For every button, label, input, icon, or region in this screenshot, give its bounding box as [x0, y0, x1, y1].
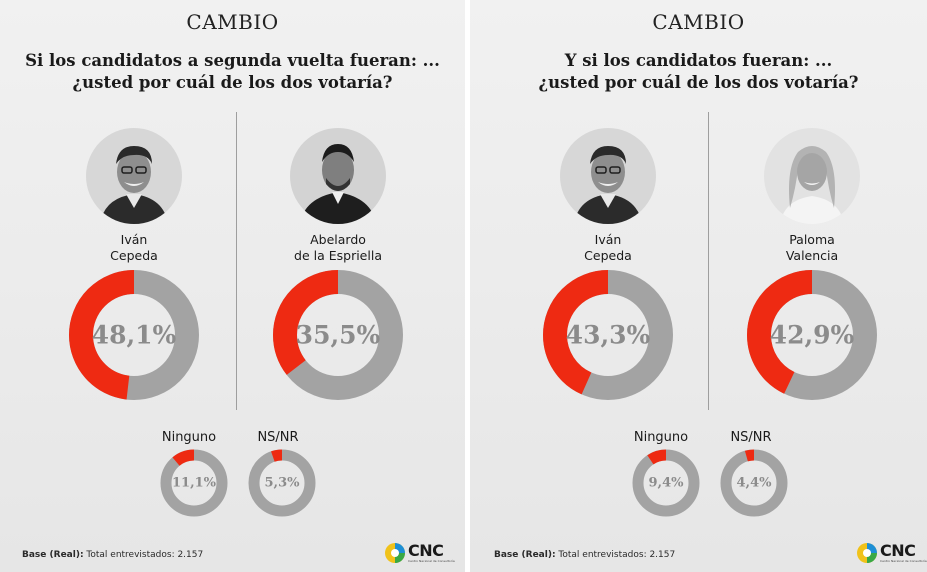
donut-chart: 48,1% — [69, 270, 199, 400]
base-note: Base (Real): Total entrevistados: 2.157 — [494, 550, 675, 560]
panel-right: CAMBIO Y si los candidatos fueran: ... ¿… — [470, 0, 927, 572]
donut-value-arc — [720, 449, 788, 517]
candidate-first-name: Paloma — [789, 232, 835, 247]
question-line2: ¿usted por cuál de los dos votaría? — [538, 73, 859, 92]
candidate-last-name: Cepeda — [110, 248, 158, 263]
donut-value-arc — [273, 270, 403, 400]
donut-value-arc — [747, 270, 877, 400]
candidate-last-name: Valencia — [785, 248, 839, 263]
divider — [708, 112, 709, 410]
cnc-logo-text: CNC — [408, 541, 444, 560]
base-value: Total entrevistados: 2.157 — [555, 550, 676, 560]
donut-chart-small: 4,4% — [720, 449, 788, 517]
donut-value-label: 43,3% — [566, 321, 651, 350]
base-value: Total entrevistados: 2.157 — [83, 550, 204, 560]
cnc-logo-subtitle: Centro Nacional de Consultoría — [880, 559, 927, 563]
question: Y si los candidatos fueran: ... ¿usted p… — [480, 50, 917, 94]
donut-value-arc — [543, 270, 673, 400]
donut-value-label: 35,5% — [296, 321, 381, 350]
donut-chart: 42,9% — [747, 270, 877, 400]
cnc-logo-subtitle: Centro Nacional de Consultoría — [408, 559, 455, 563]
option-label-ninguno: Ninguno — [633, 430, 689, 445]
option-label-ninguno: Ninguno — [161, 430, 217, 445]
donut-chart-small: 5,3% — [248, 449, 316, 517]
candidate-photo-valencia — [764, 128, 860, 224]
question-line2: ¿usted por cuál de los dos votaría? — [72, 73, 393, 92]
cnc-logo-icon — [385, 543, 405, 563]
donut-chart: 35,5% — [273, 270, 403, 400]
base-label: Base (Real): — [22, 550, 84, 560]
candidate-first-name: Iván — [120, 232, 148, 247]
panel-left: CAMBIO Si los candidatos a segunda vuelt… — [0, 0, 465, 572]
option-label-nsnr: NS/NR — [730, 430, 772, 445]
donut-chart-small: 11,1% — [160, 449, 228, 517]
candidate-first-name: Abelardo — [310, 232, 366, 247]
question-line1: Y si los candidatos fueran: ... — [564, 51, 833, 70]
candidate-first-name: Iván — [594, 232, 622, 247]
candidate-last-name: de la Espriella — [294, 248, 382, 263]
option-label-nsnr: NS/NR — [257, 430, 299, 445]
donut-value-arc — [248, 449, 316, 517]
donut-value-arc — [160, 449, 228, 517]
candidate-photo-cepeda — [86, 128, 182, 224]
brand-logo: CAMBIO — [186, 10, 279, 34]
candidate-last-name: Cepeda — [584, 248, 632, 263]
cnc-logo-text: CNC — [880, 541, 916, 560]
donut-value-label: 4,4% — [737, 476, 773, 491]
donut-value-label: 9,4% — [649, 476, 685, 491]
candidate-name-1: Iván Cepeda — [54, 232, 214, 264]
cnc-logo: CNC Centro Nacional de Consultoría — [856, 540, 927, 566]
panel-gap — [465, 0, 470, 572]
donut-value-label: 11,1% — [172, 476, 217, 491]
base-note: Base (Real): Total entrevistados: 2.157 — [22, 550, 203, 560]
donut-value-arc — [69, 270, 199, 400]
candidate-name-1: Iván Cepeda — [528, 232, 688, 264]
donut-value-label: 5,3% — [265, 476, 301, 491]
brand-logo: CAMBIO — [652, 10, 745, 34]
candidate-photo-de-la-espriella — [290, 128, 386, 224]
donut-value-label: 48,1% — [92, 321, 177, 350]
base-label: Base (Real): — [494, 550, 556, 560]
donut-chart-small: 9,4% — [632, 449, 700, 517]
donut-chart: 43,3% — [543, 270, 673, 400]
question-line1: Si los candidatos a segunda vuelta fuera… — [25, 51, 440, 70]
candidate-name-2: Paloma Valencia — [732, 232, 892, 264]
divider — [236, 112, 237, 410]
cnc-logo: CNC Centro Nacional de Consultoría — [384, 540, 455, 566]
candidate-photo-cepeda — [560, 128, 656, 224]
candidate-name-2: Abelardo de la Espriella — [258, 232, 418, 264]
donut-value-arc — [632, 449, 700, 517]
donut-value-label: 42,9% — [770, 321, 855, 350]
cnc-logo-icon — [857, 543, 877, 563]
question: Si los candidatos a segunda vuelta fuera… — [10, 50, 455, 94]
